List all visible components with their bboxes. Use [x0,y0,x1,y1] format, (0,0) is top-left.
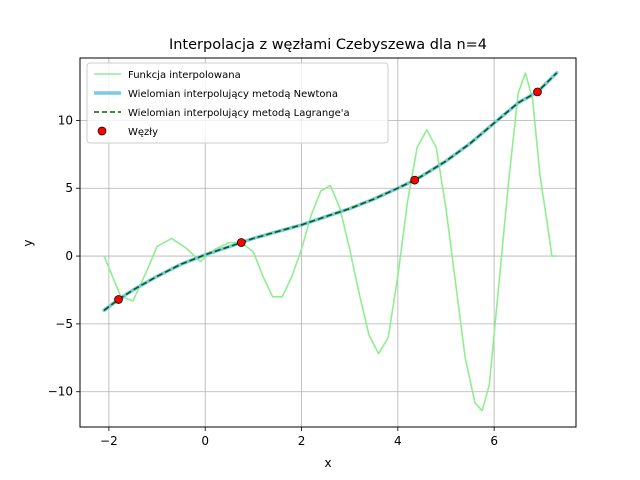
y-tick-label: −5 [55,317,73,331]
y-tick-label: 10 [58,113,73,127]
node-marker [533,87,542,97]
y-axis-label: y [21,239,35,246]
y-tick-label: 0 [65,249,73,263]
legend-label: Wielomian interpolujący metodą Newtona [128,89,338,100]
y-tick-label: −10 [48,385,73,399]
plot-area [102,71,559,412]
series-line-lagrange [103,72,558,311]
ticks: −2 0 2 4 6 −10 −5 0 5 10 [48,113,498,448]
axes-frame [79,57,577,428]
legend-box [86,62,389,144]
x-tick-label: −2 [100,434,118,448]
node-marker [410,175,420,185]
chart-title: Interpolacja z węzłami Czebyszewa dla n=… [169,37,487,53]
node-marker [114,295,123,304]
x-tick-label: 2 [298,434,306,448]
y-tick-label: 5 [65,181,73,195]
x-axis-label: x [324,456,331,470]
legend: Funkcja interpolowana Wielomian interpolu… [86,62,389,144]
x-tick-label: 4 [394,434,402,448]
legend-label: Węzły [128,127,158,138]
legend-label: Funkcja interpolowana [128,70,241,81]
legend-label: Wielomian interpolujący metodą Lagrange'… [128,108,350,119]
x-tick-label: 6 [490,434,498,448]
node-marker [236,238,246,247]
x-tick-label: 0 [201,434,209,448]
legend-swatch-nodes [97,126,107,136]
